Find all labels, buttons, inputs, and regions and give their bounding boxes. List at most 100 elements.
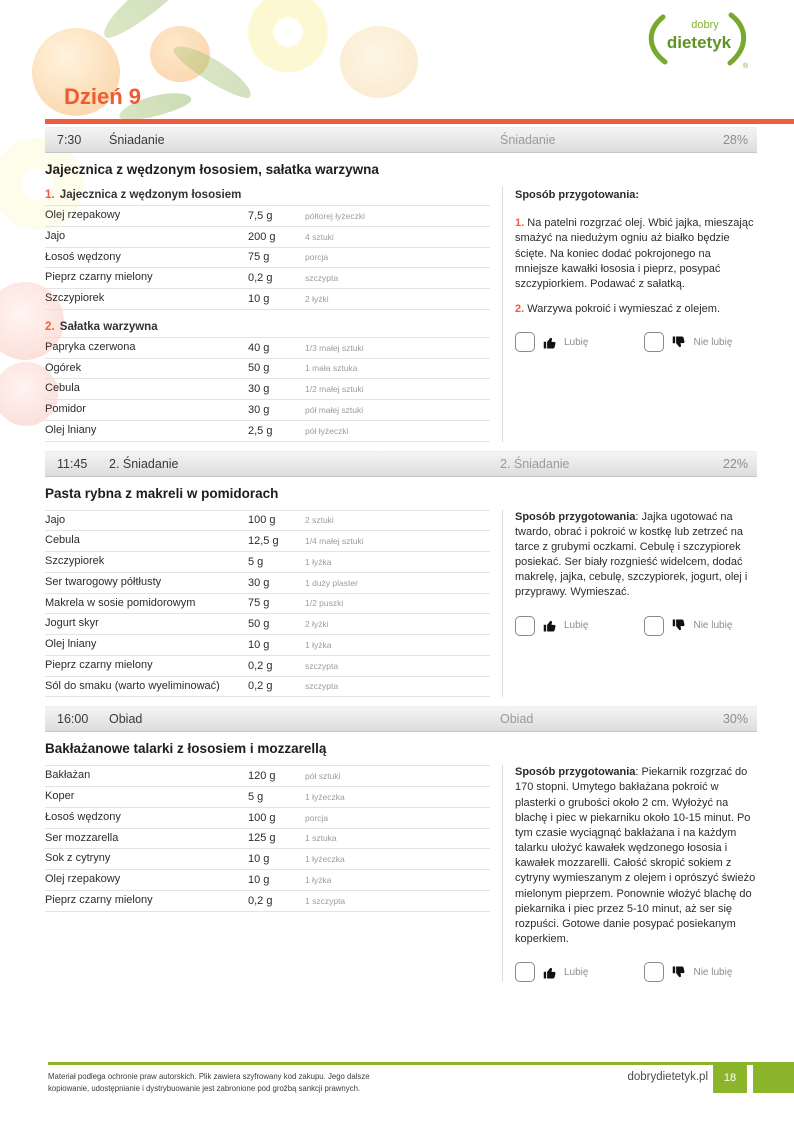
meal-energy-percent: 30%: [722, 712, 748, 727]
preparation-text: Sposób przygotowania: Jajka ugotować na …: [515, 510, 757, 601]
ingredient-amount: 30 g: [248, 403, 270, 416]
meal-header-bar: 7:30 Śniadanie Śniadanie 28%: [45, 127, 757, 153]
ingredient-amount: 50 g: [248, 362, 270, 375]
ingredient-amount: 120 g: [248, 770, 276, 783]
ingredient-amount: 30 g: [248, 383, 270, 396]
preparation-text: Sposób przygotowania: Piekarnik rozgrzać…: [515, 765, 757, 947]
ingredient-amount: 200 g: [248, 230, 276, 243]
ingredient-row: Pieprz czarny mielony 0,2 g szczypta: [45, 656, 490, 677]
ingredient-row: Szczypiorek 5 g 1 łyżka: [45, 552, 490, 573]
ingredient-name: Ogórek: [45, 361, 82, 374]
ingredient-row: Cebula 12,5 g 1/4 małej sztuki: [45, 531, 490, 552]
ingredient-measure: 1 łyżka: [305, 874, 332, 885]
ingredient-row: Olej lniany 2,5 g pół łyżeczki: [45, 421, 490, 442]
ingredient-row: Jajo 100 g 2 sztuki: [45, 511, 490, 532]
ingredient-row: Koper 5 g 1 łyżeczka: [45, 787, 490, 808]
meal-energy-percent: 28%: [722, 133, 748, 147]
ingredient-amount: 75 g: [248, 597, 270, 610]
like-checkbox[interactable]: [515, 332, 535, 353]
ingredient-name: Olej rzepakowy: [45, 209, 121, 221]
dislike-checkbox[interactable]: [644, 962, 665, 983]
meal-name-right: Śniadanie: [500, 133, 556, 147]
ingredient-name: Ser mozzarella: [45, 831, 119, 844]
ingredient-measure: 1/3 małej sztuki: [305, 342, 364, 353]
page-title: Dzień 9: [64, 84, 142, 109]
dislike-checkbox[interactable]: [644, 332, 665, 353]
ingredients-column: Bakłażan 120 g pół sztuki Koper 5 g 1 ły…: [45, 765, 490, 982]
rating-row: Lubię Nie lubię: [515, 615, 757, 636]
meal-name: Obiad: [109, 712, 143, 727]
preparation-column: Sposób przygotowania: 1. Na patelni rozg…: [503, 186, 757, 442]
meal-name-right: 2. Śniadanie: [500, 456, 570, 471]
ingredient-amount: 10 g: [248, 292, 270, 305]
ingredients-table: Olej rzepakowy 7,5 g półtorej łyżeczki J…: [45, 205, 490, 310]
like-checkbox[interactable]: [515, 615, 535, 636]
ingredient-amount: 0,2 g: [248, 659, 273, 672]
thumbs-down-icon: [673, 336, 685, 347]
footer-green-line: [48, 1062, 794, 1065]
column-divider: [502, 186, 503, 442]
ingredient-row: Pieprz czarny mielony 0,2 g 1 szczypta: [45, 891, 490, 912]
ingredient-measure: 2 łyżki: [305, 293, 329, 304]
step-number: 2.: [515, 303, 525, 316]
svg-text:dietetyk: dietetyk: [667, 33, 732, 52]
ingredient-amount: 125 g: [248, 832, 276, 845]
ingredient-name: Pieprz czarny mielony: [45, 893, 153, 906]
ingredient-name: Olej lniany: [45, 638, 97, 650]
ingredient-measure: 1 sztuka: [305, 833, 337, 844]
ingredient-row: Pieprz czarny mielony 0,2 g szczypta: [45, 268, 490, 289]
like-label: Lubię: [564, 336, 589, 348]
ingredient-row: Olej rzepakowy 7,5 g półtorej łyżeczki: [45, 206, 490, 227]
footer-edge-block: [753, 1062, 794, 1093]
rating-row: Lubię Nie lubię: [515, 962, 757, 983]
ingredient-amount: 0,2 g: [248, 894, 273, 907]
ingredient-measure: porcja: [305, 812, 329, 823]
ingredient-amount: 10 g: [248, 853, 270, 866]
meal-section-breakfast: 7:30 Śniadanie Śniadanie 28% Jajecznica …: [45, 127, 757, 442]
copyright-line-2: kopiowanie, udostępnianie i dystrybuowan…: [48, 1084, 361, 1094]
ingredient-row: Sól do smaku (warto wyeliminować) 0,2 g …: [45, 677, 490, 698]
dobry-dietetyk-logo: dobry dietetyk ®: [645, 10, 751, 70]
dislike-label: Nie lubię: [693, 966, 733, 978]
column-divider: [502, 765, 503, 983]
preparation-heading: Sposób przygotowania:: [515, 189, 640, 201]
ingredient-name: Jajo: [45, 513, 66, 526]
group-number: 2.: [45, 320, 55, 333]
dish-title: Jajecznica z wędzonym łososiem, sałatka …: [45, 162, 379, 177]
like-label: Lubię: [564, 966, 589, 978]
step-number: 1.: [515, 217, 525, 230]
ingredient-name: Szczypiorek: [45, 292, 105, 304]
ingredient-name: Sól do smaku (warto wyeliminować): [45, 679, 220, 692]
step-text: Na patelni rozgrzać olej. Wbić jajka, mi…: [515, 217, 754, 290]
ingredient-row: Jajo 200 g 4 sztuki: [45, 227, 490, 248]
orange-divider: [45, 119, 794, 124]
ingredient-amount: 5 g: [248, 790, 264, 803]
meal-header-bar: 16:00 Obiad Obiad 30%: [45, 706, 757, 733]
dislike-group: Nie lubię: [644, 962, 733, 983]
thumbs-down-icon: [673, 966, 685, 977]
ingredient-amount: 7,5 g: [248, 209, 273, 222]
preparation-step: 2. Warzywa pokroić i wymieszać z olejem.: [515, 302, 757, 317]
ingredient-row: Sok z cytryny 10 g 1 łyżeczka: [45, 849, 490, 870]
like-checkbox[interactable]: [515, 962, 535, 983]
ingredient-name: Łosoś wędzony: [45, 810, 121, 823]
ingredient-measure: pół małej sztuki: [305, 404, 364, 415]
ingredient-measure: 1/2 małej sztuki: [305, 384, 364, 395]
meals-content: 7:30 Śniadanie Śniadanie 28% Jajecznica …: [45, 127, 757, 991]
ingredient-amount: 50 g: [248, 618, 270, 631]
ingredient-name: Olej lniany: [45, 423, 97, 436]
ingredient-measure: szczypta: [305, 273, 339, 284]
ingredient-row: Łosoś wędzony 75 g porcja: [45, 248, 490, 269]
dish-title: Bakłażanowe talarki z łososiem i mozzare…: [45, 741, 327, 757]
ingredient-measure: 1 mała sztuka: [305, 363, 358, 374]
ingredient-amount: 0,2 g: [248, 272, 273, 285]
ingredient-amount: 10 g: [248, 873, 270, 886]
ingredient-amount: 75 g: [248, 251, 270, 264]
meal-section-second-breakfast: 11:45 2. Śniadanie 2. Śniadanie 22% Past…: [45, 450, 757, 698]
ingredient-amount: 5 g: [248, 555, 264, 568]
website-link[interactable]: dobrydietetyk.pl: [627, 1071, 708, 1083]
ingredient-measure: 4 sztuki: [305, 231, 334, 242]
dislike-checkbox[interactable]: [644, 615, 665, 636]
group-number: 1.: [45, 189, 55, 201]
svg-text:dobry: dobry: [691, 19, 719, 31]
